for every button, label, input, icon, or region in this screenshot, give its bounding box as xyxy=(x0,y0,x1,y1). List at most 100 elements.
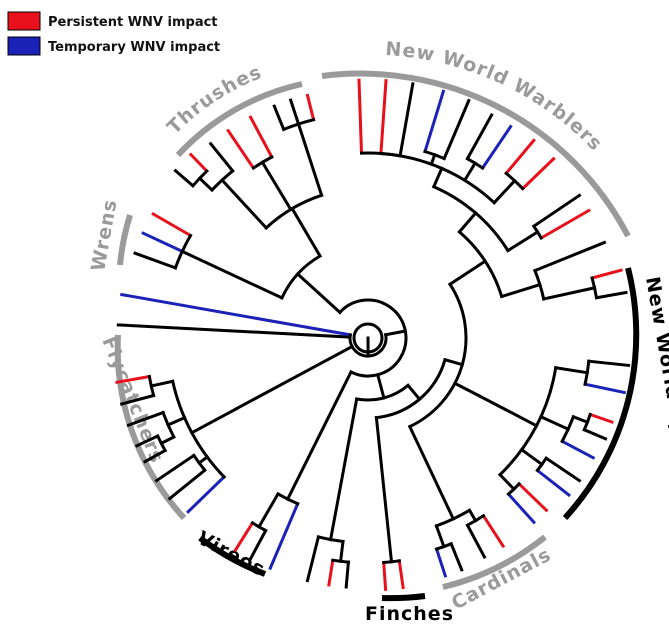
tip-branch xyxy=(592,270,621,278)
tip-branch xyxy=(562,441,593,457)
tip-branch xyxy=(346,562,348,587)
clade-bar-finches xyxy=(382,596,425,598)
branch-55 xyxy=(434,168,442,186)
branch-41 xyxy=(544,288,595,299)
tip-branch xyxy=(399,561,403,588)
branch-38 xyxy=(479,396,537,426)
branch-36 xyxy=(556,368,588,373)
branch-1 xyxy=(151,381,172,386)
tip-branch xyxy=(451,544,462,570)
tip-branch xyxy=(584,430,605,439)
branch-3 xyxy=(161,437,174,443)
tip-branch xyxy=(176,171,193,186)
tip-branch xyxy=(270,504,297,568)
tip-branch xyxy=(143,233,182,251)
branch-12 xyxy=(259,494,278,527)
tip-branch xyxy=(509,494,534,522)
tip-branch xyxy=(381,81,386,154)
tip-branch xyxy=(170,470,205,498)
branch-arc-60 xyxy=(410,284,466,426)
branch-81 xyxy=(386,331,406,335)
branch-71 xyxy=(222,180,266,228)
tip-branch xyxy=(211,144,233,171)
branch-45 xyxy=(508,232,538,251)
clade-bar-wrens xyxy=(120,215,130,265)
branch-65 xyxy=(378,375,384,398)
branch-75 xyxy=(292,209,320,256)
tip-branch xyxy=(523,159,554,189)
tip-branch xyxy=(519,484,546,510)
branch-47 xyxy=(494,181,514,203)
tip-branch xyxy=(537,470,569,495)
tip-branch xyxy=(384,563,386,590)
tip-branch xyxy=(468,525,485,557)
branch-5 xyxy=(168,418,185,425)
branch-59 xyxy=(450,261,485,284)
legend: Persistent WNV impact Temporary WNV impa… xyxy=(8,12,220,55)
branch-26 xyxy=(410,427,454,519)
branch-24 xyxy=(470,510,476,520)
tip-branch xyxy=(308,95,314,119)
tip-branch xyxy=(251,531,266,559)
branch-63 xyxy=(408,385,420,399)
branch-67 xyxy=(262,162,290,209)
tip-branch xyxy=(590,415,612,423)
branch-49 xyxy=(465,163,475,180)
branch-18 xyxy=(331,399,357,540)
branch-30 xyxy=(522,450,542,465)
tip-branch xyxy=(437,549,446,576)
branch-22 xyxy=(436,526,444,547)
tip-branch xyxy=(251,117,272,157)
tree-branches xyxy=(117,80,629,589)
clade-label-new-world-sparrows: New World Sparrows xyxy=(641,275,669,516)
tip-branch xyxy=(585,384,624,392)
branch-34 xyxy=(541,417,568,429)
tip-branch xyxy=(535,243,605,271)
branch-61 xyxy=(445,360,462,365)
tip-branch xyxy=(359,80,362,153)
tip-branch xyxy=(425,91,443,151)
tip-branch xyxy=(484,516,504,546)
branch-28 xyxy=(500,475,514,489)
tip-branch xyxy=(329,560,333,585)
tip-branch xyxy=(483,127,511,168)
tip-branch xyxy=(308,537,319,581)
branch-9 xyxy=(192,409,236,433)
legend-swatch-persistent xyxy=(8,12,40,30)
legend-swatch-temporary xyxy=(8,37,40,55)
branch-43 xyxy=(502,285,540,297)
tip-branch xyxy=(546,458,579,480)
tip-branch xyxy=(589,361,629,365)
tip-branch xyxy=(467,115,491,159)
tip-branch xyxy=(228,131,253,168)
tip-branch xyxy=(153,214,190,236)
tip-branch xyxy=(118,325,350,337)
clade-label-wrens: Wrens xyxy=(87,197,121,272)
tip-branch xyxy=(400,84,413,156)
tip-branch xyxy=(291,100,299,124)
tip-branch xyxy=(506,140,534,173)
tip-branch xyxy=(191,155,207,172)
branch-77 xyxy=(182,251,282,298)
branch-20 xyxy=(376,418,391,562)
tip-branch xyxy=(135,253,175,268)
branch-10 xyxy=(236,347,352,410)
tip-branch xyxy=(597,293,627,298)
branch-16 xyxy=(341,542,343,562)
branch-39 xyxy=(455,383,479,395)
legend-label-persistent: Persistent WNV impact xyxy=(48,15,218,30)
branch-79 xyxy=(298,274,340,312)
clade-labels: New World Warblers Thrushes Wrens Flycat… xyxy=(87,38,669,625)
tip-branch xyxy=(274,106,283,129)
clade-label-finches: Finches xyxy=(365,603,454,625)
legend-label-temporary: Temporary WNV impact xyxy=(48,40,220,55)
tip-branch xyxy=(188,477,224,512)
branch-32 xyxy=(573,417,587,422)
clade-label-new-world-warblers: New World Warblers xyxy=(385,38,607,156)
branch-57 xyxy=(459,213,475,232)
tip-branch xyxy=(122,295,350,335)
tip-branch xyxy=(444,101,469,159)
clade-label-vireos: Vireos xyxy=(194,527,269,581)
